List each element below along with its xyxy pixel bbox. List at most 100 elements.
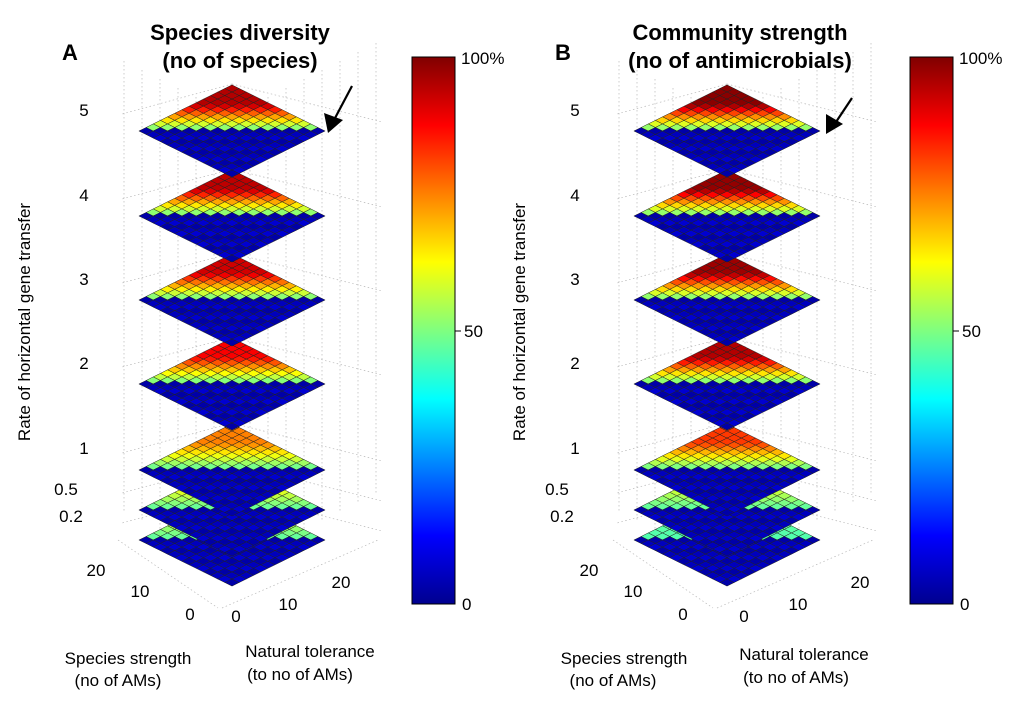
chart-subtitle: (no of species) (162, 48, 317, 73)
panel-a: A Species diversity (no of species) 0.2 … (15, 20, 504, 690)
plot-layers (633, 84, 821, 587)
arrow-shaft (333, 85, 353, 121)
axis-edge (117, 539, 219, 609)
grid-line (231, 168, 383, 208)
grid-line (726, 462, 878, 502)
y-tick-label: 20 (580, 561, 599, 580)
grid-line (616, 252, 728, 284)
colorbar-mid-label: 50 (464, 322, 483, 341)
y-tick-labels: 0 10 20 (87, 561, 195, 624)
x-axis-label-line2: (to no of AMs) (743, 668, 849, 687)
plot-layers (138, 84, 326, 587)
colorbar: 100% 50 0 (411, 49, 504, 614)
heatmap-layer (138, 253, 326, 347)
panel-label: A (62, 40, 78, 65)
colorbar-min-label: 0 (960, 595, 969, 614)
axis-edge (716, 539, 874, 609)
z-tick-label: 0.5 (54, 480, 78, 499)
colorbar: 100% 50 0 (909, 49, 1002, 614)
y-tick-label: 0 (678, 605, 687, 624)
arrow-annotation (324, 85, 353, 133)
x-axis-label-line2: (to no of AMs) (247, 665, 353, 684)
grid-line (616, 168, 728, 200)
heatmap-cell (719, 548, 735, 557)
heatmap-cell (719, 254, 735, 263)
colorbar-max-label: 100% (959, 49, 1002, 68)
heatmap-cell (719, 578, 735, 587)
heatmap-cell (719, 169, 735, 178)
heatmap-cell (719, 508, 735, 517)
grid-line (231, 422, 383, 462)
heatmap-cell (224, 338, 240, 347)
heatmap-cell (719, 422, 735, 431)
z-tick-label: 3 (570, 270, 579, 289)
z-tick-label: 0.2 (59, 507, 83, 526)
colorbar-gradient (411, 56, 456, 605)
grid-line (726, 168, 878, 208)
grid-line (616, 422, 728, 454)
grid-line (121, 252, 233, 284)
grid-line (121, 336, 233, 368)
grid-line (121, 422, 233, 454)
heatmap-cell (224, 578, 240, 587)
x-tick-label: 0 (231, 607, 240, 626)
z-tick-label: 1 (570, 439, 579, 458)
z-tick-label: 5 (79, 101, 88, 120)
x-tick-labels: 0 10 20 (739, 573, 869, 626)
y-axis-label-line2: (no of AMs) (570, 671, 657, 690)
axis-edge (221, 539, 379, 609)
heatmap-cell (224, 422, 240, 431)
z-tick-label: 0.2 (550, 507, 574, 526)
chart-title: Community strength (632, 20, 847, 45)
arrow-annotation (826, 97, 853, 134)
z-tick-label: 0.5 (545, 480, 569, 499)
z-tick-labels: 0.2 0.5 1 2 3 4 5 (545, 101, 580, 526)
y-tick-label: 0 (185, 605, 194, 624)
heatmap-cell (719, 338, 735, 347)
z-tick-label: 2 (79, 354, 88, 373)
heatmap-cell (224, 548, 240, 557)
grid-line (726, 336, 878, 376)
x-axis-label-line1: Natural tolerance (245, 642, 374, 661)
colorbar-max-label: 100% (461, 49, 504, 68)
grid-line (121, 168, 233, 200)
y-tick-label: 10 (131, 582, 150, 601)
grid-line (231, 462, 383, 502)
y-tick-labels: 0 10 20 (580, 561, 688, 624)
grid-line (231, 83, 383, 123)
chart-subtitle: (no of antimicrobials) (628, 48, 852, 73)
y-axis-label-line1: Species strength (65, 649, 192, 668)
z-tick-label: 5 (570, 101, 579, 120)
panel-label: B (555, 40, 571, 65)
heatmap-layer (633, 337, 821, 431)
z-tick-labels: 0.2 0.5 1 2 3 4 5 (54, 101, 89, 526)
z-tick-label: 3 (79, 270, 88, 289)
heatmap-layer (138, 337, 326, 431)
x-tick-labels: 0 10 20 (231, 573, 350, 626)
x-tick-label: 10 (789, 595, 808, 614)
heatmap-layer (138, 169, 326, 263)
heatmap-cell (224, 508, 240, 517)
grid-line (231, 336, 383, 376)
panel-b: B Community strength (no of antimicrobia… (510, 20, 1002, 690)
x-axis-label-line1: Natural tolerance (739, 645, 868, 664)
colorbar-min-label: 0 (462, 595, 471, 614)
y-axis-label-line1: Species strength (561, 649, 688, 668)
x-tick-label: 20 (851, 573, 870, 592)
grid-line (616, 336, 728, 368)
z-tick-label: 4 (570, 186, 579, 205)
z-tick-label: 1 (79, 439, 88, 458)
grid-line (726, 83, 878, 123)
grid-line (726, 252, 878, 292)
heatmap-layer (633, 169, 821, 263)
grid-line (726, 422, 878, 462)
arrow-shaft (835, 97, 853, 123)
grid-line (121, 83, 233, 115)
x-tick-label: 20 (332, 573, 351, 592)
x-tick-label: 10 (279, 595, 298, 614)
arrow-head (826, 114, 843, 134)
z-axis-label: Rate of horizontal gene transfer (510, 203, 529, 441)
heatmap-cell (224, 254, 240, 263)
chart-title: Species diversity (150, 20, 331, 45)
